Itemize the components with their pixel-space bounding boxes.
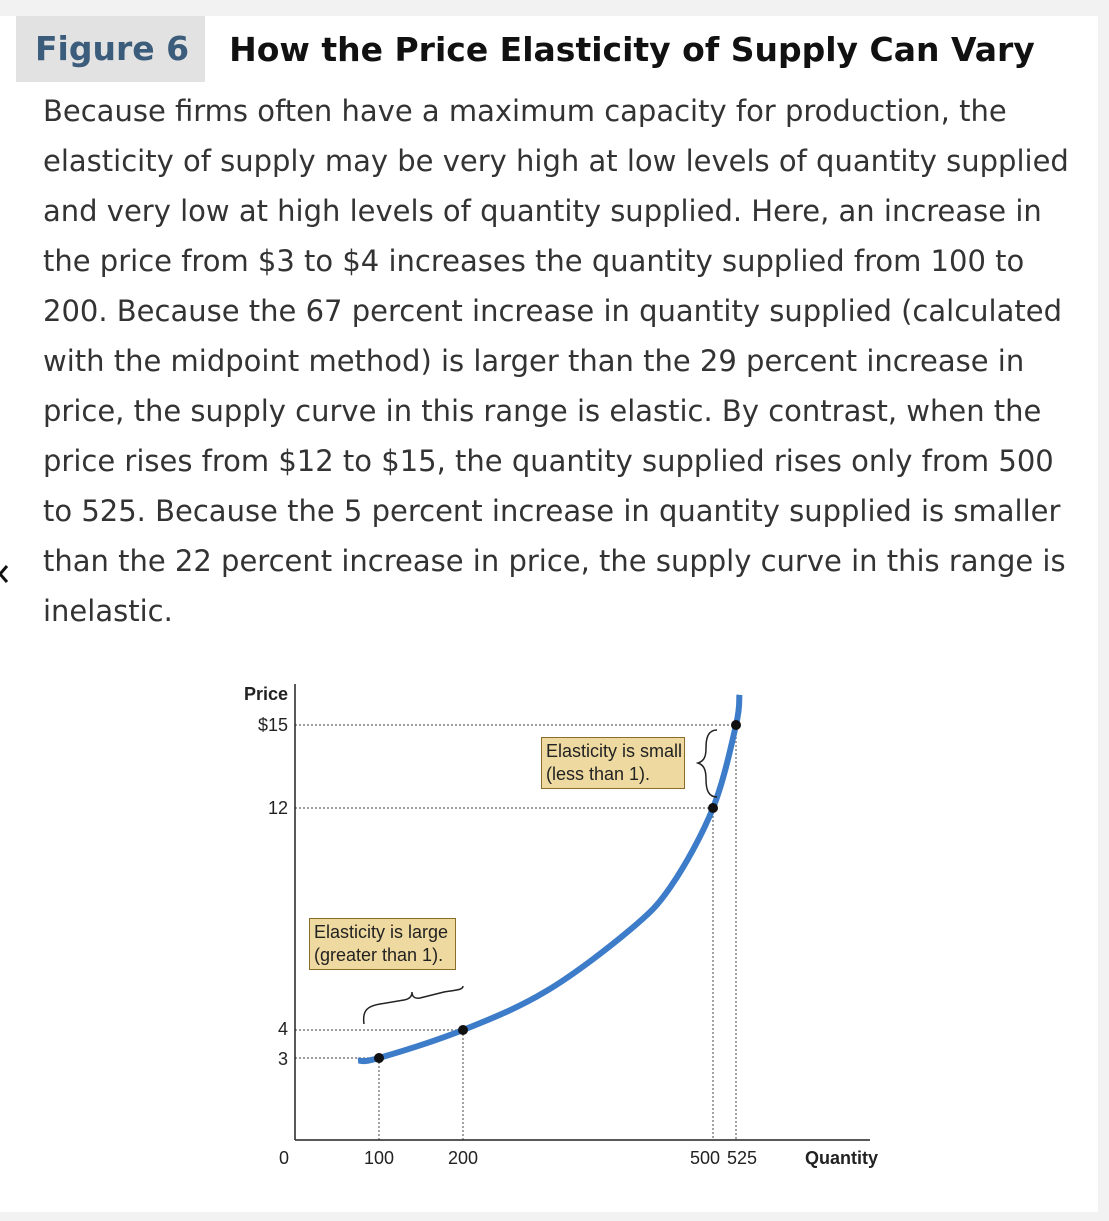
brace-large-icon [362,985,464,1025]
figure-card [0,16,1098,1212]
x-tick-200: 200 [448,1148,478,1168]
x-tick-0: 0 [279,1148,289,1168]
y-tick-3: 3 [278,1049,288,1069]
y-axis-label: Price [244,684,288,704]
figure-header: Figure 6 How the Price Elasticity of Sup… [16,16,1035,82]
guide-lines [295,724,737,1140]
annotation-small-line2: (less than 1). [546,764,651,784]
x-tick-500: 500 [690,1148,720,1168]
data-point-100-3 [374,1053,384,1063]
chevron-left-icon[interactable] [0,564,12,584]
y-tick-15: $15 [258,715,288,735]
figure-caption: Because firms often have a maximum capac… [43,94,1069,628]
figure-label: Figure 6 [16,16,206,82]
axes [294,684,870,1141]
y-tick-4: 4 [278,1019,288,1039]
data-points [374,720,741,1063]
annotation-large: Elasticity is large (greater than 1). [309,918,456,970]
brace-small-icon [695,729,718,798]
x-axis-label: Quantity [805,1148,878,1168]
data-point-200-4 [458,1025,468,1035]
annotation-small: Elasticity is small (less than 1). [541,737,685,789]
x-tick-labels: 0 100 200 500 525 [279,1148,757,1168]
x-tick-525: 525 [727,1148,757,1168]
data-point-525-15 [731,720,741,730]
supply-curve [357,694,743,1065]
figure-title: How the Price Elasticity of Supply Can V… [229,29,1035,69]
y-tick-12: 12 [268,798,288,818]
x-tick-100: 100 [364,1148,394,1168]
annotation-large-line2: (greater than 1). [314,945,444,965]
annotation-large-line1: Elasticity is large [314,922,449,942]
y-tick-labels: $15 12 4 3 [258,715,288,1069]
annotation-small-line1: Elasticity is small [546,741,683,761]
data-point-500-12 [708,803,718,813]
